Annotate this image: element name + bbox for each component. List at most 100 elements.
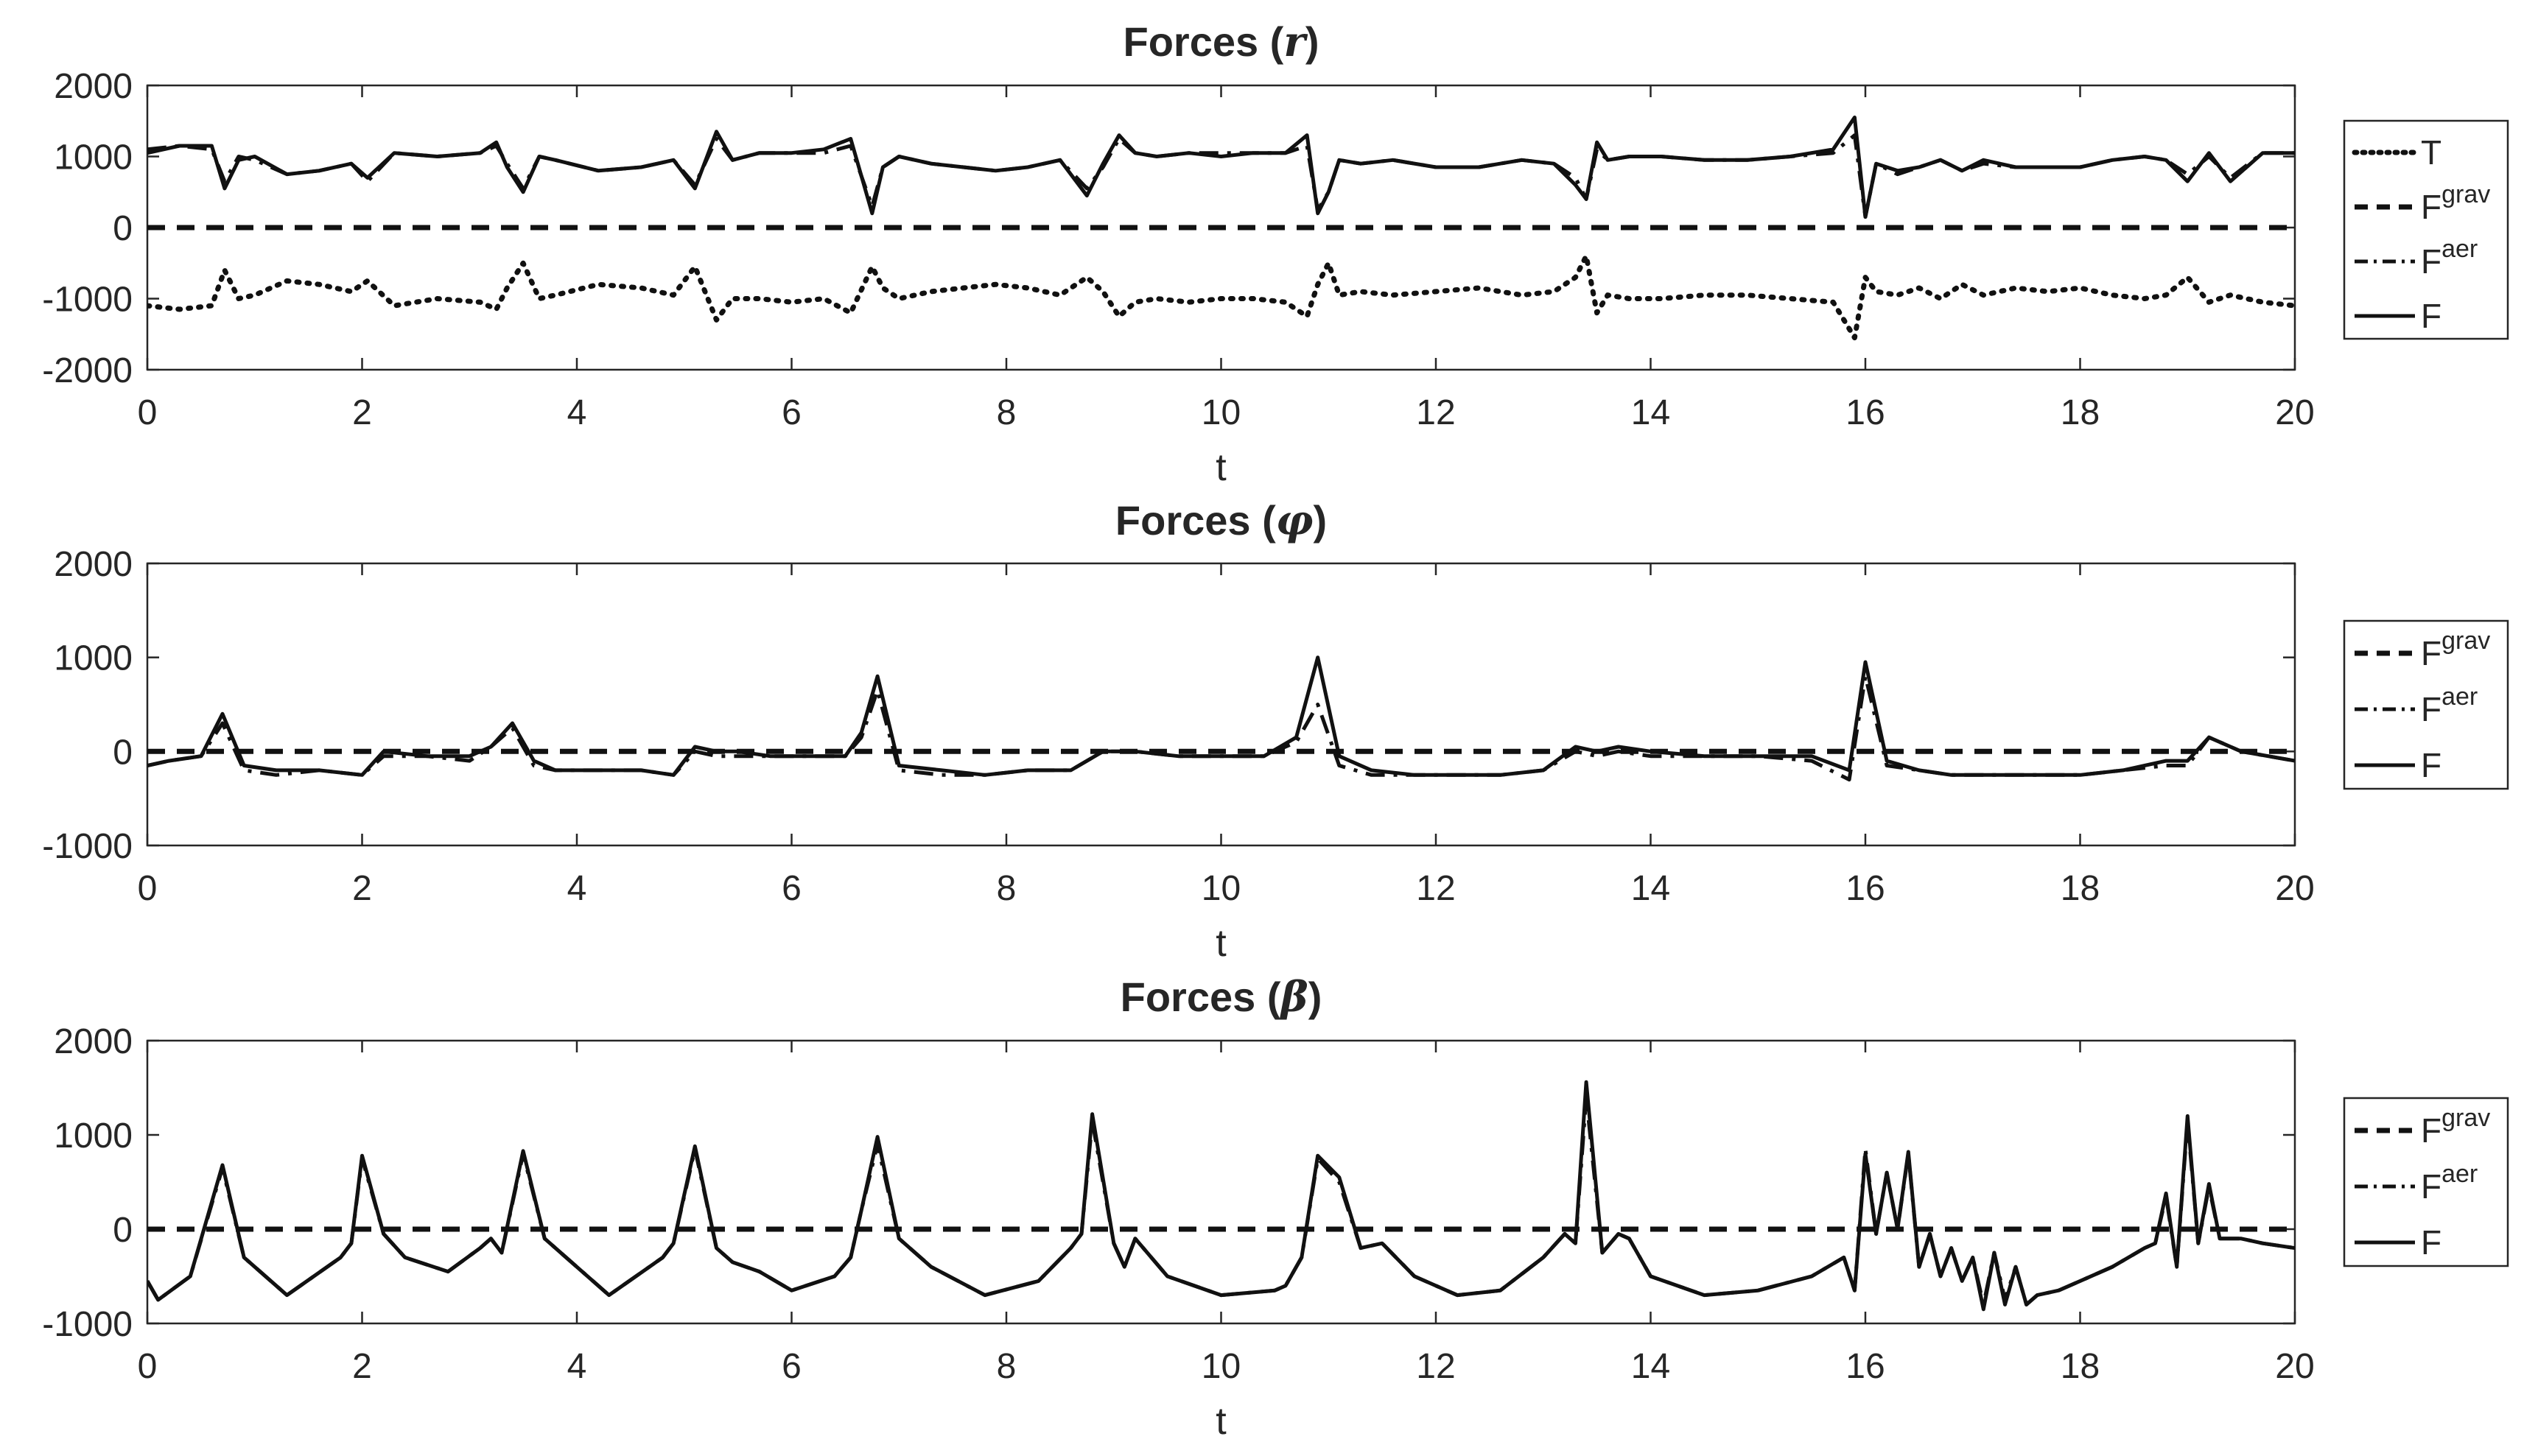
legend-label-base: F (2421, 634, 2441, 672)
y-tick-label: 0 (113, 209, 133, 248)
legend-label-superscript: aer (2441, 235, 2478, 263)
chart-title-close: ) (1313, 497, 1327, 544)
legend-label-base: F (2421, 1111, 2441, 1150)
x-tick-label: 0 (138, 393, 158, 432)
x-tick-label: 8 (997, 1347, 1017, 1386)
chart-panel-forces-beta: Forces (β)0 2 4 6 8 10 12 14 16 18 20-100001000200… (42, 973, 2509, 1443)
x-tick-label: 0 (138, 1347, 158, 1386)
x-tick-label: 16 (1845, 869, 1885, 908)
y-tick-label: 1000 (54, 639, 133, 678)
x-tick-label: 12 (1416, 1347, 1455, 1386)
legend-label-superscript: aer (2441, 1160, 2478, 1188)
plot-area (147, 655, 2295, 782)
legend-label-f: F (2421, 297, 2441, 335)
legend-label-superscript: grav (2441, 1104, 2490, 1132)
x-tick-label: 2 (352, 393, 372, 432)
legend-label-fgrav: Fgrav (2421, 1104, 2490, 1150)
x-tick-label: 4 (567, 869, 587, 908)
y-tick-label: 2000 (54, 67, 133, 106)
legend-label-t: T (2421, 133, 2441, 172)
x-tick-label: 8 (997, 393, 1017, 432)
x-tick-label: 4 (567, 393, 587, 432)
chart-panel-forces-phi: Forces (φ)0 2 4 6 8 10 12 14 16 18 20-100001000200… (42, 496, 2509, 965)
x-tick-label: 2 (352, 1347, 372, 1386)
x-axis-label: t (1216, 1400, 1227, 1443)
axes-frame (146, 1039, 2296, 1325)
x-tick-label: 16 (1845, 393, 1885, 432)
legend-label-base: T (2421, 133, 2441, 172)
y-tick-label: -1000 (42, 281, 133, 320)
plot-area (147, 115, 2295, 341)
legend-label-fgrav: Fgrav (2421, 627, 2490, 672)
x-tick-label: 18 (2061, 393, 2100, 432)
legend-label-superscript: grav (2441, 180, 2490, 208)
chart-title: Forces (β) (1121, 973, 1322, 1021)
x-tick-label: 6 (782, 1347, 802, 1386)
x-tick-label: 20 (2275, 869, 2314, 908)
legend-box (2343, 619, 2509, 790)
legend-label-faer: Faer (2421, 683, 2478, 728)
y-tick-label: 2000 (54, 545, 133, 584)
series-line-faer (147, 674, 2295, 782)
chart-title-symbol: β (1280, 973, 1308, 1021)
plot-area (147, 1080, 2295, 1312)
x-tick-label: 18 (2061, 869, 2100, 908)
legend-label-base: F (2421, 188, 2441, 226)
legend-label-base: F (2421, 746, 2441, 784)
chart-title-main: Forces ( (1121, 974, 1281, 1020)
series-line-t (147, 253, 2295, 341)
series-line-f (147, 115, 2295, 219)
legend-label-faer: Faer (2421, 235, 2478, 281)
y-tick-label: 1000 (54, 1116, 133, 1156)
legend-label-faer: Faer (2421, 1160, 2478, 1206)
legend-label-base: F (2421, 690, 2441, 728)
y-tick-label: -1000 (42, 827, 133, 866)
x-tick-label: 16 (1845, 1347, 1885, 1386)
x-tick-label: 4 (567, 1347, 587, 1386)
chart-title-symbol: r (1283, 18, 1308, 66)
x-tick-label: 12 (1416, 869, 1455, 908)
chart-title-main: Forces ( (1115, 497, 1276, 544)
y-tick-label: 0 (113, 733, 133, 772)
x-tick-label: 6 (782, 393, 802, 432)
x-tick-label: 18 (2061, 1347, 2100, 1386)
x-tick-label: 20 (2275, 393, 2314, 432)
chart-title: Forces (r) (1123, 18, 1319, 66)
chart-panel-forces-r: Forces (r) 0 2 4 6 8 10 12 14 16 18 20 -2000 -1000 0 10… (42, 18, 2509, 489)
x-tick-label: 6 (782, 869, 802, 908)
x-tick-label: 10 (1202, 393, 1241, 432)
legend-label-f: F (2421, 746, 2441, 784)
x-tick-label: 14 (1631, 1347, 1670, 1386)
chart-title-close: ) (1308, 974, 1322, 1020)
series-line-f (147, 1080, 2295, 1312)
legend-box (2343, 1097, 2509, 1267)
x-tick-label: 20 (2275, 1347, 2314, 1386)
x-tick-label: 8 (997, 869, 1017, 908)
y-tick-label: -1000 (42, 1305, 133, 1344)
chart-title-close: ) (1305, 18, 1319, 65)
x-tick-label: 14 (1631, 869, 1670, 908)
legend-label-base: F (2421, 242, 2441, 281)
x-tick-label: 10 (1202, 1347, 1241, 1386)
x-tick-label: 10 (1202, 869, 1241, 908)
legend-label-base: F (2421, 297, 2441, 335)
y-tick-label: -2000 (42, 351, 133, 390)
x-axis-label: t (1216, 922, 1227, 965)
x-tick-label: 12 (1416, 393, 1455, 432)
legend-label-superscript: grav (2441, 627, 2490, 655)
y-tick-label: 1000 (54, 138, 133, 177)
chart-title-main: Forces ( (1123, 18, 1283, 65)
x-axis-label: t (1216, 446, 1227, 489)
series-line-f (147, 655, 2295, 777)
chart-title: Forces (φ) (1115, 496, 1327, 545)
chart-title-symbol: φ (1276, 496, 1314, 545)
legend-label-f: F (2421, 1223, 2441, 1262)
axes-frame (146, 562, 2296, 847)
legend-label-base: F (2421, 1167, 2441, 1206)
legend-box (2343, 119, 2509, 340)
legend-label-superscript: aer (2441, 683, 2478, 711)
